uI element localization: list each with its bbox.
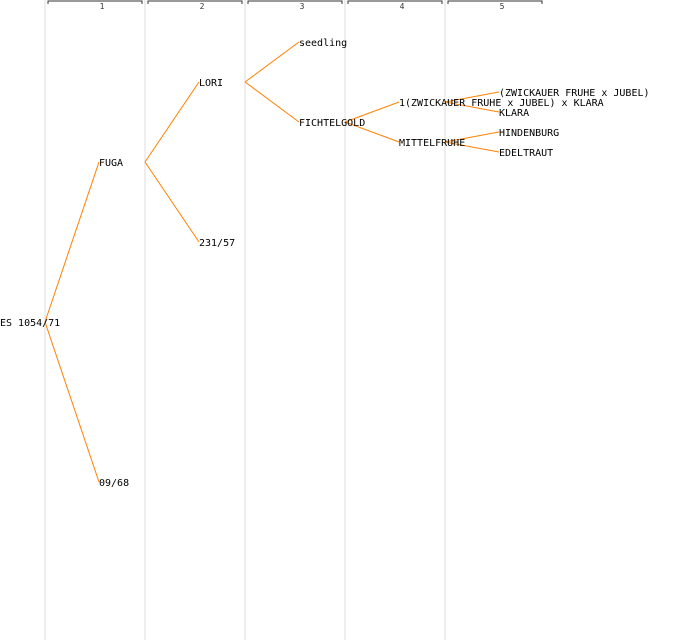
node-fuga: FUGA	[99, 158, 123, 169]
node-fichtelgold: FICHTELGOLD	[299, 118, 365, 129]
node-mittelfruhe: MITTELFRUHE	[399, 138, 465, 149]
edge-fuga-f231_57	[144, 161, 200, 243]
edge-fichtelgold-mittelfruhe	[344, 121, 400, 143]
gen-bracket-5	[447, 0, 543, 4]
gen-number-2: 2	[200, 2, 205, 11]
edge-lori-fichtelgold	[244, 81, 300, 123]
node-zwickauer-jubel: (ZWICKAUER FRUHE x JUBEL)	[499, 88, 650, 99]
edge-zj_klara-klara	[444, 101, 500, 113]
gen-number-4: 4	[400, 2, 405, 11]
gen-bracket-3	[247, 0, 343, 4]
edge-root-fuga	[44, 161, 100, 323]
node-zwickauer-jubel-klara: 1(ZWICKAUER FRUHE x JUBEL) x KLARA	[399, 98, 604, 109]
generation-header: 1 2 3 4 5	[47, 0, 543, 11]
edge-fuga-lori	[144, 81, 200, 163]
pedigree-edges	[44, 41, 500, 483]
edge-fichtelgold-zj_klara	[344, 101, 400, 123]
column-rules	[44, 0, 446, 640]
edge-lori-seedling	[244, 41, 300, 83]
node-edeltraut: EDELTRAUT	[499, 148, 553, 159]
node-hindenburg: HINDENBURG	[499, 128, 559, 139]
edge-zj_klara-zwick_jubel	[444, 91, 500, 103]
edge-mittelfruhe-edeltraut	[444, 141, 500, 153]
gen-bracket-2	[147, 0, 243, 4]
gen-number-1: 1	[100, 2, 105, 11]
node-root: ES 1054/71	[0, 318, 60, 329]
node-lori: LORI	[199, 78, 223, 89]
node-seedling: seedling	[299, 38, 347, 49]
gen-bracket-4	[347, 0, 443, 4]
node-klara: KLARA	[499, 108, 529, 119]
gen-bracket-1	[47, 0, 143, 4]
node-09-68: 09/68	[99, 478, 129, 489]
gen-number-3: 3	[300, 2, 305, 11]
node-231-57: 231/57	[199, 238, 235, 249]
pedigree-nodes: ES 1054/71 FUGA 09/68 LORI 231/57 seedli…	[0, 38, 650, 489]
edge-root-f09_68	[44, 321, 100, 483]
edge-mittelfruhe-hindenburg	[444, 131, 500, 143]
gen-number-5: 5	[500, 2, 505, 11]
